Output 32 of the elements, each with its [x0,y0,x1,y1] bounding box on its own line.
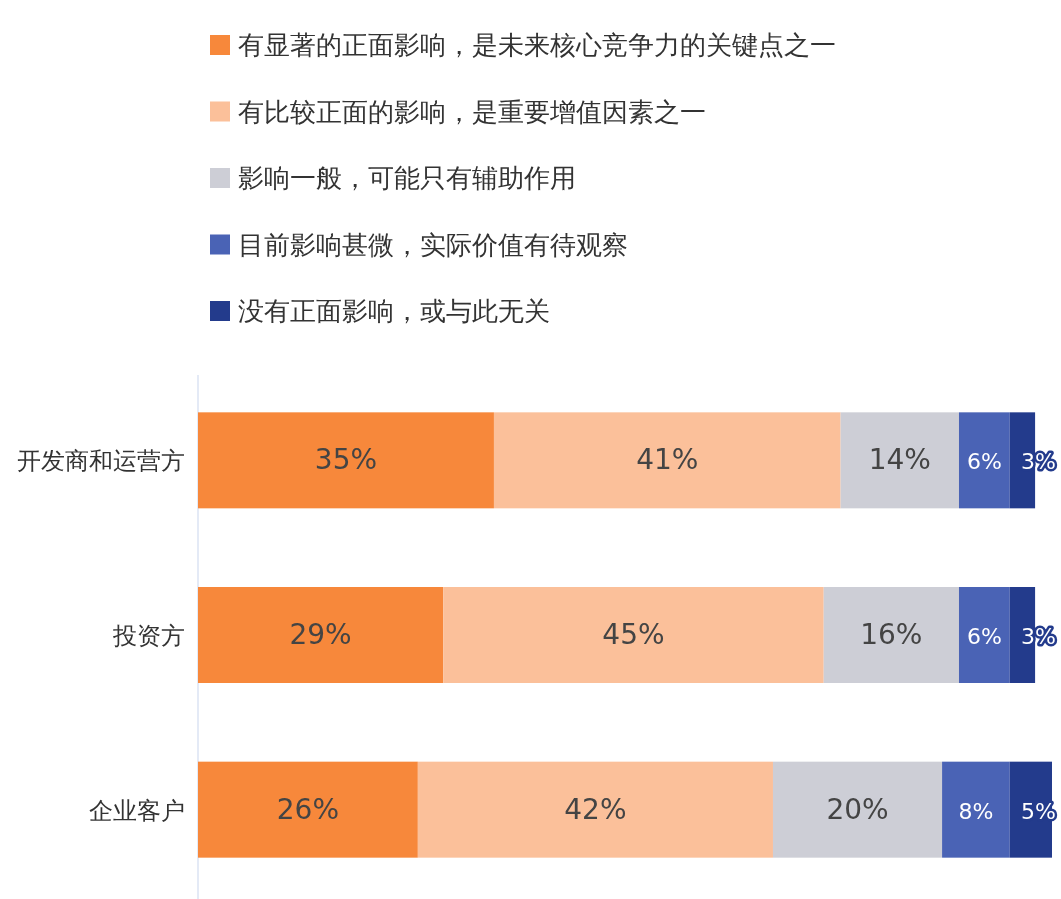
bar [198,412,494,509]
data-label: 41% [636,443,699,477]
bar [772,761,943,858]
data-label: 26% [276,792,340,826]
data-label: 16% [860,618,923,651]
data-label: 8% [958,798,994,824]
data-label: 6% [966,624,1002,649]
bar [493,412,841,509]
data-label: 6% [966,449,1002,475]
legend-label: 有比较正面的影响，是重要增值因素之一 [238,96,706,127]
bar [958,412,1010,509]
bar [958,587,1010,683]
y-tick-label: 开发商和运营方 [17,447,185,476]
data-label: 14% [868,443,931,477]
data-label: 29% [289,618,352,651]
legend-label: 目前影响甚微，实际价值有待观察 [238,229,628,260]
bar [443,587,824,683]
bar [942,761,1010,858]
bar [198,587,444,683]
bar [840,412,959,509]
data-label: 20% [826,792,889,826]
data-label: 45% [602,618,665,651]
legend-label: 有显著的正面影响，是未来核心竞争力的关键点之一 [238,30,836,60]
legend-label: 没有正面影响，或与此无关 [238,296,550,326]
bar [417,761,773,858]
legend-label: 影响一般，可能只有辅助作用 [238,163,576,193]
data-label: 35% [314,443,378,477]
bar [823,587,959,683]
data-label: 42% [564,792,627,826]
bar [198,761,418,858]
y-tick-label: 投资方 [112,622,185,650]
y-tick-label: 企业客户 [89,796,185,825]
